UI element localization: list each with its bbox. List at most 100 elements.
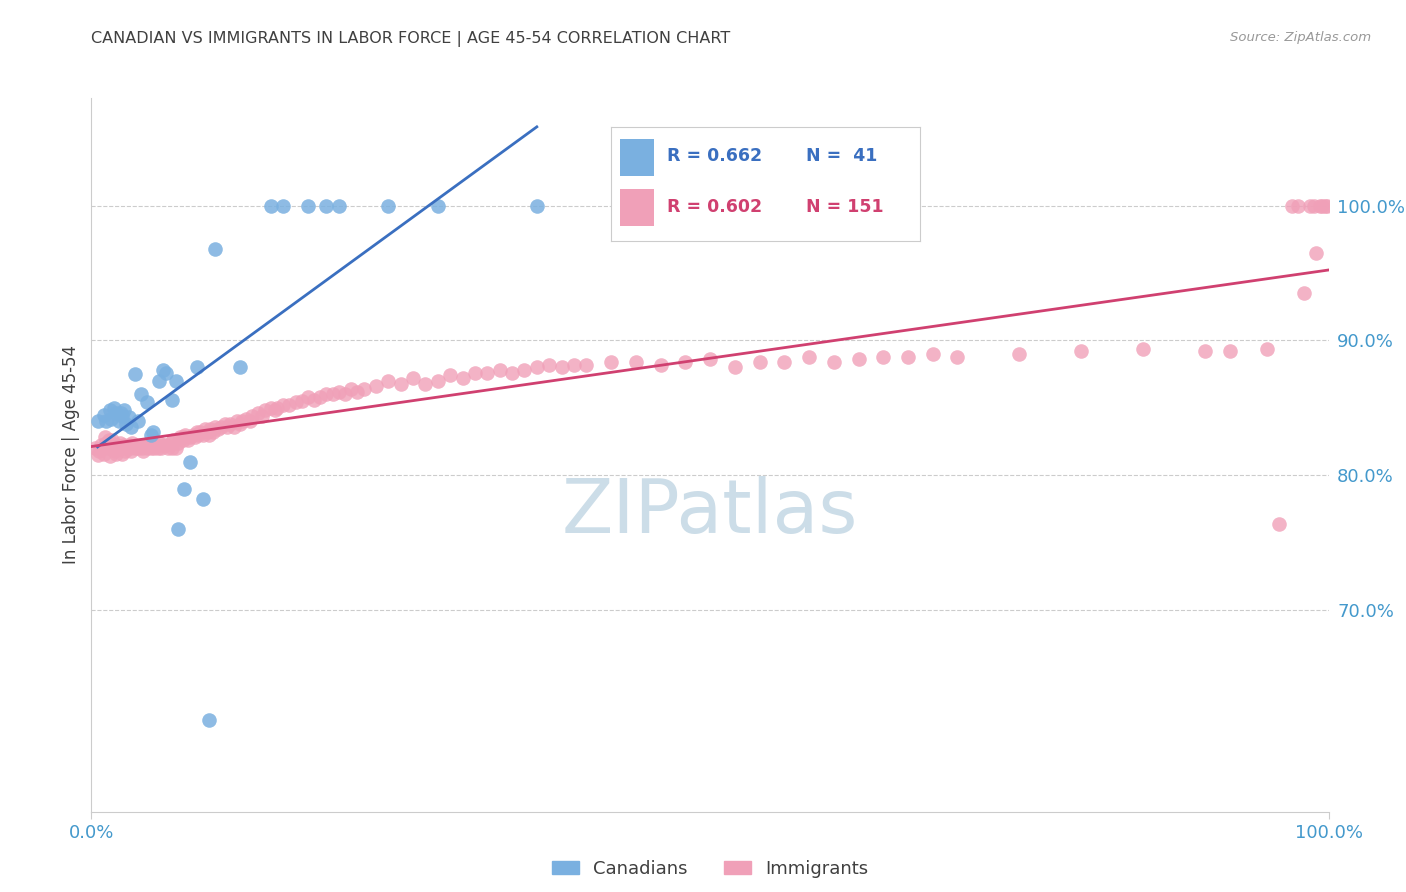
Point xyxy=(1194,344,1216,359)
Text: R = 0.662: R = 0.662 xyxy=(666,147,762,165)
Point xyxy=(111,446,134,460)
Point xyxy=(271,398,294,412)
Point xyxy=(538,358,561,372)
Point xyxy=(191,427,214,442)
Point xyxy=(389,376,412,391)
Point xyxy=(600,355,623,369)
Point xyxy=(266,401,288,415)
Point xyxy=(165,374,187,388)
Point xyxy=(100,411,122,425)
Point xyxy=(219,417,242,431)
Point xyxy=(159,435,181,450)
Point xyxy=(204,419,226,434)
Point xyxy=(328,199,350,213)
Point xyxy=(132,443,155,458)
Point xyxy=(897,350,920,364)
Point xyxy=(105,446,128,460)
Point xyxy=(526,360,548,375)
Point xyxy=(191,492,214,507)
FancyBboxPatch shape xyxy=(620,189,654,226)
Point xyxy=(104,443,127,458)
Text: Source: ZipAtlas.com: Source: ZipAtlas.com xyxy=(1230,31,1371,45)
Point xyxy=(155,438,177,452)
Point xyxy=(222,419,245,434)
Point xyxy=(197,425,219,439)
Point xyxy=(302,392,325,407)
Point xyxy=(129,387,152,401)
Point xyxy=(650,358,672,372)
Point xyxy=(1281,199,1303,213)
Point xyxy=(105,406,128,420)
Point xyxy=(148,435,170,450)
Point xyxy=(179,430,201,444)
Point xyxy=(402,371,425,385)
Point xyxy=(139,441,162,455)
Point xyxy=(165,441,187,455)
Point xyxy=(346,384,368,399)
Text: N =  41: N = 41 xyxy=(806,147,877,165)
Point xyxy=(426,199,449,213)
Point xyxy=(86,414,108,428)
Point xyxy=(167,522,190,536)
Point xyxy=(1292,286,1315,301)
Text: CANADIAN VS IMMIGRANTS IN LABOR FORCE | AGE 45-54 CORRELATION CHART: CANADIAN VS IMMIGRANTS IN LABOR FORCE | … xyxy=(91,31,731,47)
Point xyxy=(117,438,139,452)
Point xyxy=(1256,342,1278,356)
Point xyxy=(167,435,190,450)
Point xyxy=(673,355,696,369)
Point xyxy=(90,438,112,452)
Point xyxy=(239,414,262,428)
Point xyxy=(186,360,208,375)
Point xyxy=(107,441,129,455)
Point xyxy=(1219,344,1241,359)
Point xyxy=(152,438,174,452)
Point xyxy=(112,403,135,417)
Point xyxy=(699,352,721,367)
Point xyxy=(148,441,170,455)
Point xyxy=(198,713,221,727)
Point xyxy=(136,438,159,452)
Y-axis label: In Labor Force | Age 45-54: In Labor Force | Age 45-54 xyxy=(62,345,80,565)
Point xyxy=(198,427,221,442)
Point xyxy=(214,417,236,431)
Point xyxy=(1286,199,1309,213)
Point xyxy=(124,441,146,455)
Point xyxy=(117,410,139,425)
Point xyxy=(322,387,344,401)
Point xyxy=(872,350,894,364)
Point xyxy=(96,435,118,450)
Point xyxy=(1312,199,1334,213)
Point xyxy=(353,382,375,396)
Point xyxy=(451,371,474,385)
Point xyxy=(513,363,536,377)
Point xyxy=(121,435,143,450)
Point xyxy=(115,417,138,431)
Point xyxy=(173,482,195,496)
Point xyxy=(115,441,138,455)
Point xyxy=(188,425,211,439)
Point xyxy=(550,360,572,375)
Point xyxy=(177,433,200,447)
Point xyxy=(103,401,125,415)
Point xyxy=(1132,342,1154,356)
Point xyxy=(160,392,183,407)
Point xyxy=(143,441,166,455)
Point xyxy=(149,441,172,455)
Point xyxy=(96,441,118,455)
Text: R = 0.602: R = 0.602 xyxy=(666,198,762,216)
Point xyxy=(315,199,337,213)
Point xyxy=(148,374,170,388)
Point xyxy=(1299,199,1322,213)
Point xyxy=(111,409,134,423)
Point xyxy=(415,376,437,391)
Point xyxy=(315,387,337,401)
Point xyxy=(309,390,332,404)
Point xyxy=(174,427,197,442)
Point xyxy=(526,199,548,213)
Point xyxy=(155,366,177,380)
Point xyxy=(724,360,747,375)
Point xyxy=(136,441,159,455)
Point xyxy=(240,409,263,423)
Point xyxy=(231,414,253,428)
Point xyxy=(1070,344,1092,359)
